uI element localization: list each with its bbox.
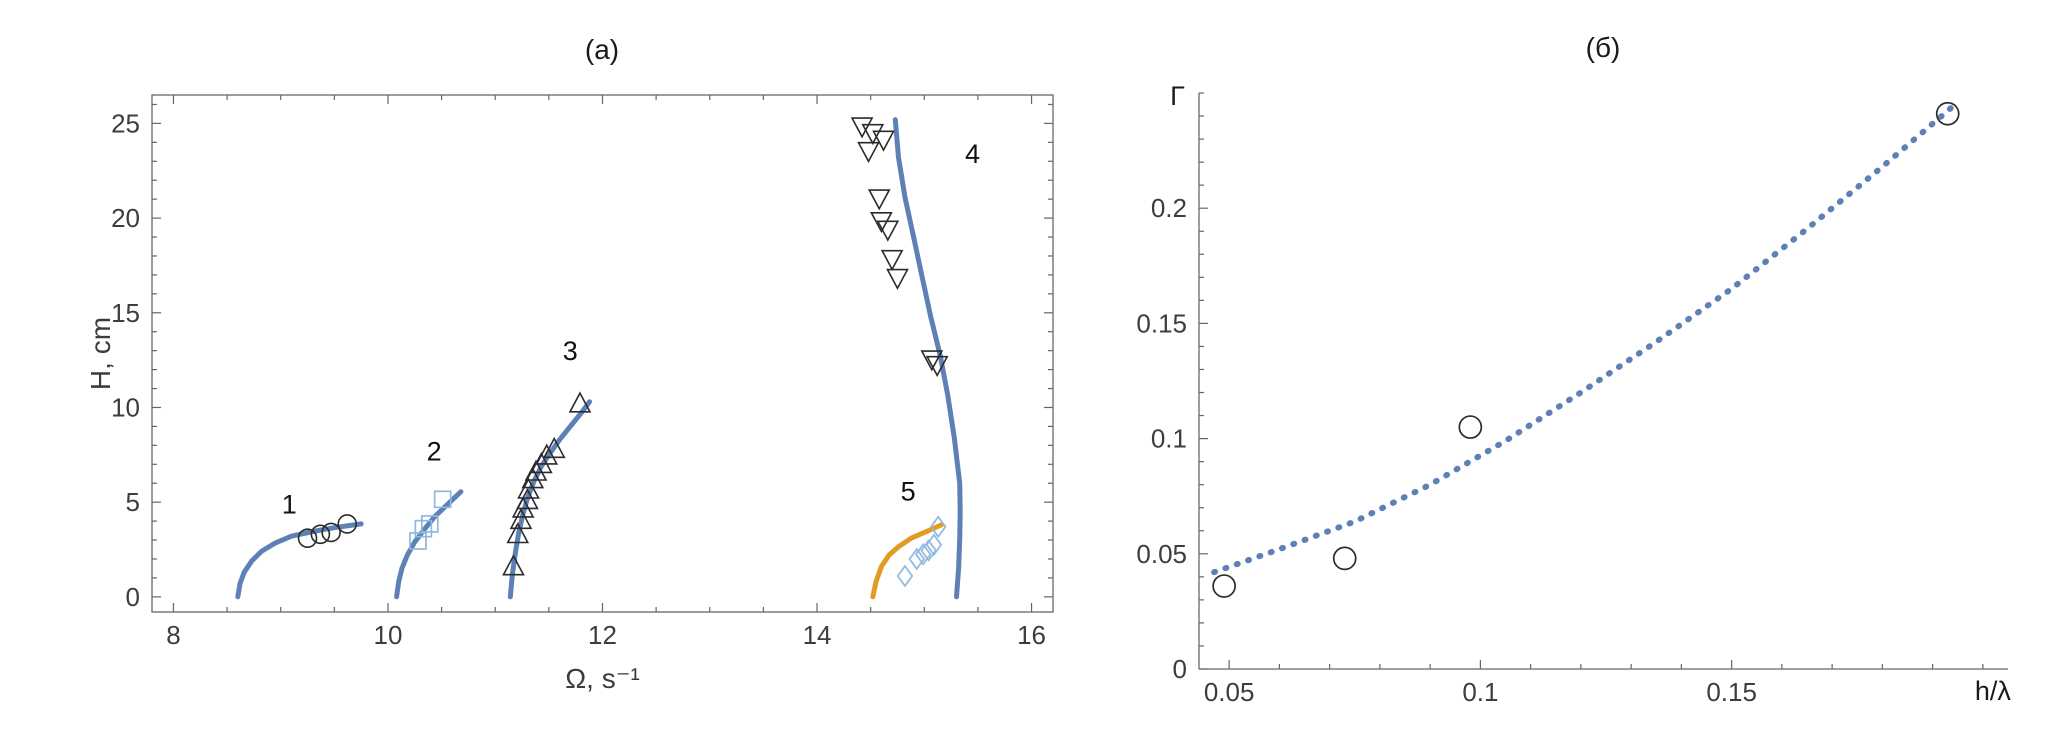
series-label-5: 5 bbox=[901, 476, 916, 506]
circle-marker bbox=[310, 524, 331, 545]
triangle-up-marker bbox=[535, 443, 559, 465]
branch-5-curve bbox=[870, 522, 944, 600]
y-tick-label: 5 bbox=[126, 487, 140, 517]
x-tick-label: 16 bbox=[1017, 620, 1046, 650]
triangle-down-marker bbox=[920, 350, 944, 372]
branch-3-curve-path bbox=[507, 399, 593, 600]
triangle-down-marker bbox=[867, 189, 891, 211]
branch-1-points bbox=[297, 514, 358, 548]
branch-3-curve bbox=[507, 399, 593, 600]
x-axis-title: h/λ bbox=[1975, 676, 2012, 706]
triangle-down-marker bbox=[886, 268, 909, 290]
triangle-up-marker bbox=[568, 391, 592, 413]
square-marker bbox=[420, 515, 439, 533]
branch-4-points bbox=[850, 117, 949, 378]
triangle-down-marker bbox=[870, 211, 893, 234]
circle-marker bbox=[297, 528, 318, 548]
y-tick-label: 0.2 bbox=[1151, 193, 1187, 223]
y-axis-title: Γ bbox=[1170, 81, 1185, 111]
y-tick-label: 10 bbox=[111, 392, 140, 422]
triangle-up-marker bbox=[509, 507, 533, 530]
y-tick-label: 0 bbox=[126, 582, 140, 612]
diamond-marker bbox=[896, 564, 914, 588]
branch-3-points bbox=[502, 391, 592, 576]
diamond-marker bbox=[929, 515, 947, 539]
circle-marker bbox=[1458, 415, 1483, 439]
triangle-down-marker bbox=[861, 123, 885, 146]
circle-marker bbox=[337, 514, 358, 534]
x-tick-label: 14 bbox=[803, 620, 832, 650]
panel-b-chart: 0.05 0.1 0.15 0 0.05 0.1 0.15 0.2 h/λ Γ bbox=[1136, 81, 2012, 707]
branch-4-curve bbox=[892, 117, 963, 600]
x-tick-label: 0.05 bbox=[1204, 677, 1255, 707]
triangle-up-marker bbox=[506, 522, 530, 544]
circle-marker bbox=[1332, 546, 1357, 571]
y-axis-title: H, cm bbox=[85, 317, 116, 390]
fit-curve-path bbox=[1211, 99, 1961, 576]
diamond-marker bbox=[925, 533, 943, 557]
square-marker bbox=[414, 519, 433, 538]
panel-b-title: (б) bbox=[1585, 32, 1621, 63]
data-points bbox=[1212, 101, 1960, 598]
circle-marker bbox=[1212, 574, 1236, 598]
x-tick-label: 0.15 bbox=[1706, 677, 1757, 707]
triangle-up-marker bbox=[517, 477, 540, 499]
panel-a-title: (a) bbox=[584, 34, 620, 65]
triangle-up-marker bbox=[542, 436, 566, 459]
x-tick-label: 8 bbox=[166, 620, 180, 650]
square-marker bbox=[433, 490, 452, 509]
branch-2-points bbox=[409, 490, 452, 550]
series-label-4: 4 bbox=[965, 139, 980, 169]
series-label-1: 1 bbox=[282, 490, 297, 520]
circle-marker bbox=[321, 522, 341, 543]
diamond-marker bbox=[908, 547, 926, 571]
square-marker bbox=[409, 532, 427, 550]
circle-marker bbox=[1935, 101, 1960, 126]
series-label-2: 2 bbox=[427, 436, 442, 466]
x-tick-label: 12 bbox=[588, 620, 617, 650]
branch-1-curve-path bbox=[235, 521, 364, 600]
triangle-down-marker bbox=[880, 249, 904, 272]
fit-curve bbox=[1211, 99, 1961, 576]
y-tick-label: 15 bbox=[111, 298, 140, 328]
branch-5-curve-path bbox=[870, 522, 944, 600]
branch-4-curve-path bbox=[892, 117, 963, 600]
x-tick-label: 10 bbox=[374, 620, 403, 650]
x-axis-title: Ω, s⁻¹ bbox=[565, 663, 640, 694]
y-tick-label: 0 bbox=[1173, 654, 1187, 684]
triangle-up-marker bbox=[524, 459, 548, 481]
y-tick-label: 0.05 bbox=[1136, 539, 1187, 569]
diamond-marker bbox=[920, 539, 937, 562]
branch-2-curve bbox=[394, 489, 464, 600]
y-tick-label: 0.15 bbox=[1136, 308, 1187, 338]
triangle-down-marker bbox=[857, 141, 880, 164]
y-tick-label: 0.1 bbox=[1151, 424, 1187, 454]
branch-5-points bbox=[896, 515, 947, 588]
triangle-down-marker bbox=[876, 220, 900, 242]
triangle-up-marker bbox=[502, 554, 525, 576]
y-tick-label: 25 bbox=[111, 108, 140, 138]
y-tick-label: 20 bbox=[111, 203, 140, 233]
triangle-down-marker bbox=[850, 117, 874, 139]
branch-2-curve-path bbox=[394, 489, 464, 600]
triangle-down-marker bbox=[872, 130, 895, 152]
x-tick-label: 0.1 bbox=[1462, 677, 1498, 707]
diamond-marker bbox=[914, 542, 932, 566]
triangle-up-marker bbox=[516, 488, 539, 510]
series-label-3: 3 bbox=[563, 336, 578, 366]
branch-1-curve bbox=[235, 521, 364, 600]
triangle-down-marker bbox=[925, 355, 949, 378]
